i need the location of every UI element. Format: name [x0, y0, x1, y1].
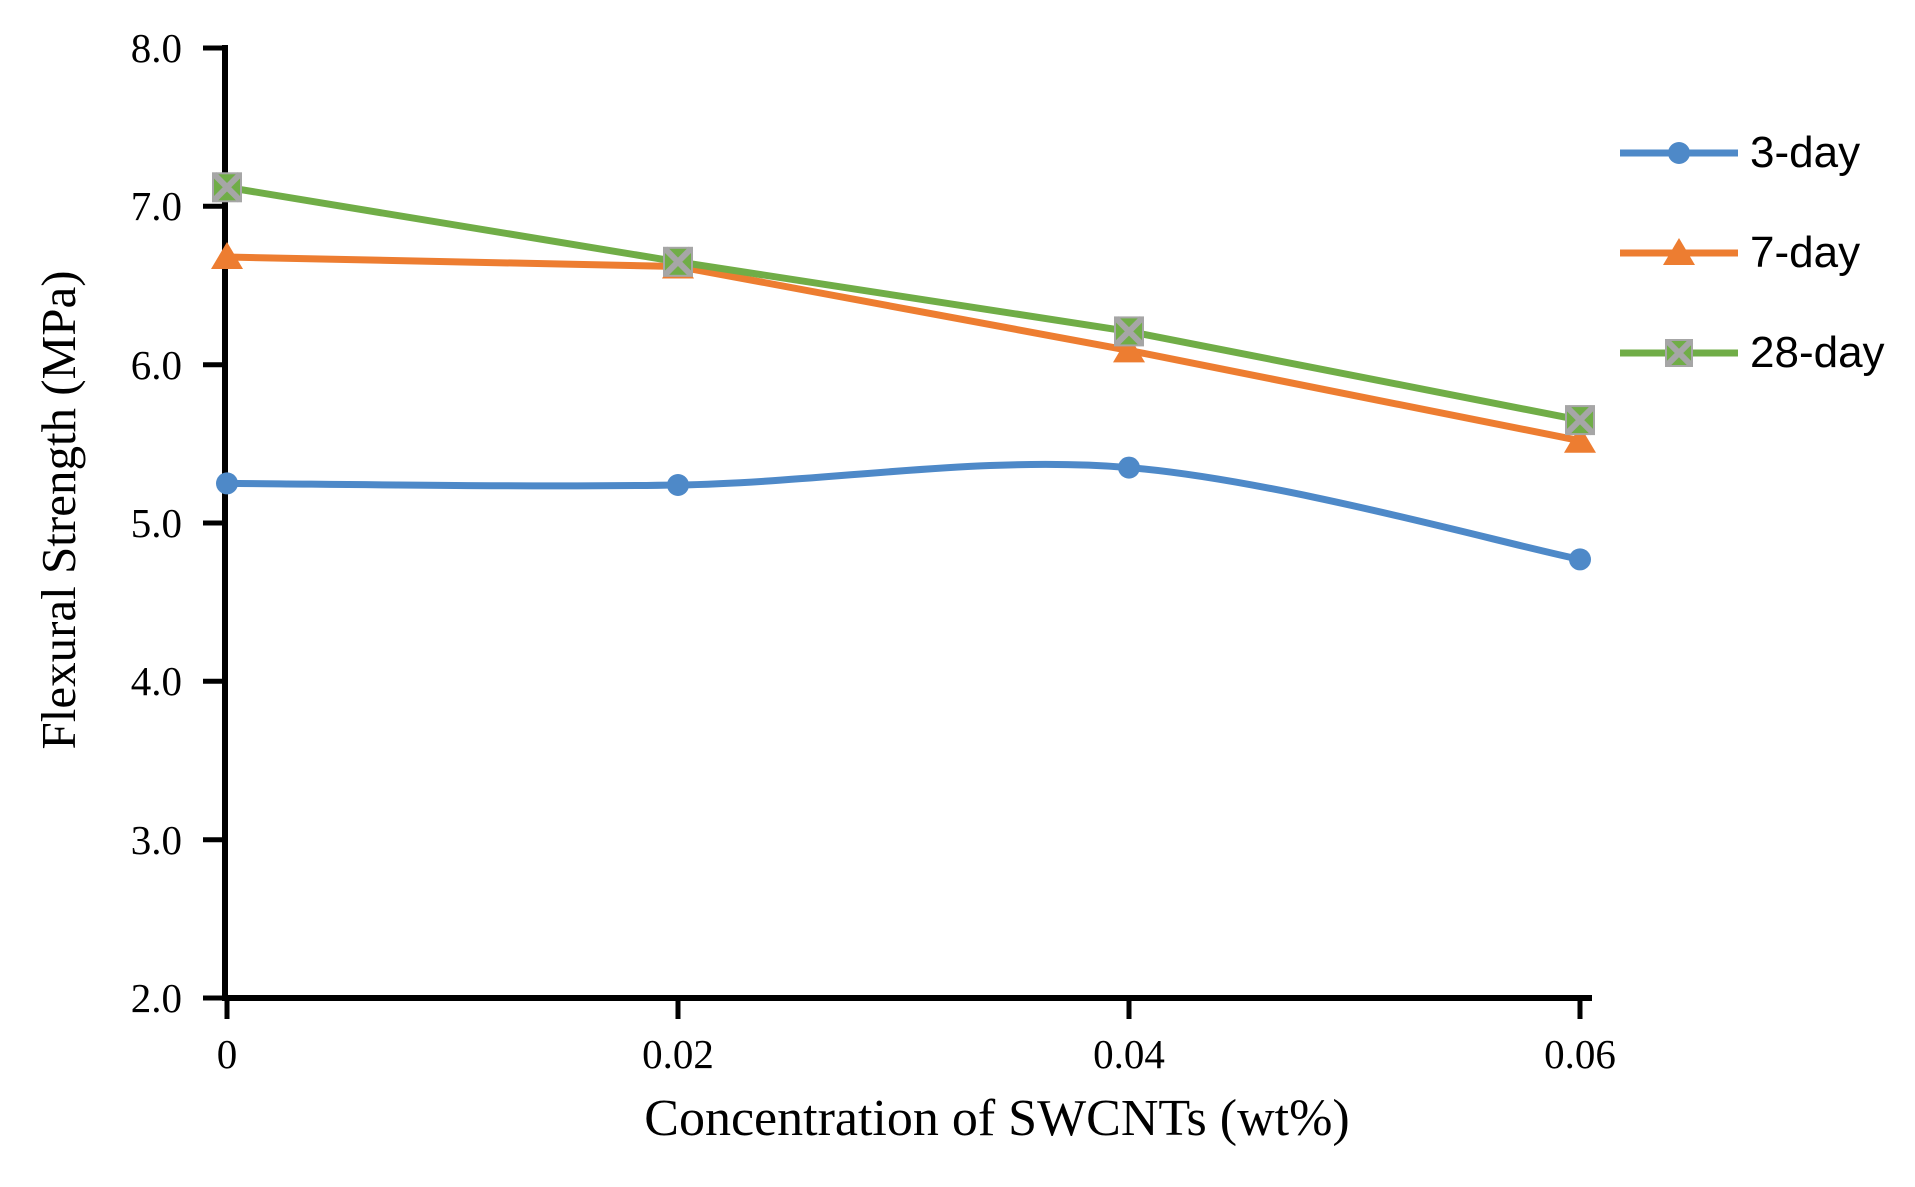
data-point-marker: [667, 474, 689, 496]
legend-marker-triangle-icon: [1620, 238, 1738, 265]
series-line-7-day: [223, 253, 1584, 445]
y-tick-label: 7.0: [130, 183, 182, 230]
y-tick-label: 5.0: [130, 500, 182, 546]
y-tick-label: 8.0: [130, 25, 182, 71]
y-tick-label: 2.0: [130, 975, 182, 1021]
legend-item-3-day: 3-day: [1618, 103, 1885, 203]
legend-label: 7-day: [1750, 228, 1861, 277]
data-point-marker: [211, 242, 243, 269]
legend: 3-day 7-day 28-day: [1618, 103, 1885, 403]
x-tick-label: 0.02: [642, 1031, 714, 1077]
data-point-marker: [662, 246, 694, 277]
legend-marker-square-x-icon: [1620, 338, 1738, 368]
data-point-marker: [211, 172, 243, 203]
data-point-marker: [1569, 548, 1591, 571]
y-tick-label: 3.0: [130, 816, 182, 863]
data-point-marker: [1564, 425, 1596, 453]
x-tick-label: 0.04: [1093, 1031, 1165, 1077]
data-point-marker: [1118, 456, 1140, 479]
legend-marker-circle-icon: [1620, 142, 1738, 164]
x-tick-label: 0: [216, 1031, 238, 1077]
legend-label: 28-day: [1750, 328, 1885, 377]
data-point-marker: [1113, 335, 1145, 363]
y-tick-label: 6.0: [130, 341, 182, 388]
x-tick-label: 0.06: [1544, 1031, 1616, 1077]
series-line-3-day: [223, 460, 1584, 563]
series-line-28-day: [223, 183, 1584, 424]
x-axis-title: Concentration of SWCNTs (wt%): [644, 1090, 1350, 1147]
legend-label: 3-day: [1750, 128, 1861, 177]
y-tick-label: 4.0: [130, 658, 182, 705]
data-point-marker: [1113, 316, 1145, 347]
legend-item-28-day: 28-day: [1618, 303, 1885, 403]
data-point-marker: [216, 472, 238, 495]
legend-item-7-day: 7-day: [1618, 203, 1885, 303]
data-point-marker: [1564, 404, 1596, 436]
